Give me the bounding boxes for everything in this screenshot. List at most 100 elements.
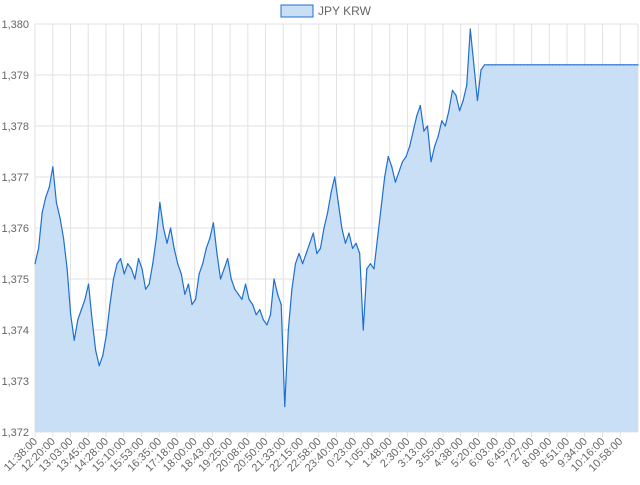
data-point[interactable] [594,64,596,66]
data-point[interactable] [55,201,58,204]
data-point[interactable] [476,99,479,102]
data-point[interactable] [237,293,239,295]
data-point[interactable] [405,156,407,158]
data-point[interactable] [419,105,421,107]
data-point[interactable] [109,303,111,306]
data-point[interactable] [608,64,611,66]
data-point[interactable] [130,268,132,270]
data-point[interactable] [541,64,543,66]
data-point[interactable] [230,278,232,280]
data-point[interactable] [273,278,275,280]
data-point[interactable] [66,268,68,270]
data-point[interactable] [280,303,282,306]
data-point[interactable] [505,64,507,66]
data-point[interactable] [298,252,300,255]
data-point[interactable] [619,64,621,66]
data-point[interactable] [566,64,568,66]
legend-swatch[interactable] [280,4,314,18]
data-point[interactable] [87,283,90,285]
data-point[interactable] [284,405,286,408]
data-point[interactable] [123,273,125,275]
data-point[interactable] [633,64,636,66]
data-point[interactable] [416,115,418,117]
data-point[interactable] [623,64,625,66]
data-point[interactable] [162,227,165,229]
data-point[interactable] [234,288,236,290]
data-point[interactable] [334,176,336,178]
data-point[interactable] [205,247,207,249]
data-point[interactable] [184,293,186,295]
data-point[interactable] [551,64,553,66]
data-point[interactable] [451,89,454,91]
data-point[interactable] [166,242,168,244]
data-point[interactable] [202,263,204,265]
data-point[interactable] [41,212,43,214]
data-point[interactable] [180,273,182,275]
data-point[interactable] [369,263,371,265]
data-point[interactable] [330,191,332,193]
data-point[interactable] [548,64,550,66]
data-point[interactable] [466,84,468,86]
data-point[interactable] [462,99,464,102]
data-point[interactable] [501,64,504,66]
data-point[interactable] [366,268,368,270]
data-point[interactable] [380,207,382,209]
data-point[interactable] [555,64,557,66]
data-point[interactable] [120,258,122,260]
data-point[interactable] [373,268,375,270]
data-point[interactable] [598,64,600,66]
data-point[interactable] [323,227,325,229]
data-point[interactable] [587,64,589,66]
data-point[interactable] [105,334,107,336]
data-point[interactable] [384,176,386,178]
data-point[interactable] [591,64,593,66]
data-point[interactable] [480,69,482,71]
data-point[interactable] [302,263,304,265]
data-point[interactable] [216,252,218,255]
data-point[interactable] [145,288,147,290]
data-point[interactable] [152,263,154,265]
data-point[interactable] [409,145,411,147]
data-point[interactable] [498,64,500,66]
data-point[interactable] [544,64,546,66]
data-point[interactable] [277,293,279,295]
data-point[interactable] [98,365,100,367]
data-point[interactable] [537,64,539,66]
data-point[interactable] [291,288,293,290]
data-point[interactable] [530,64,532,66]
data-point[interactable] [269,314,272,316]
data-point[interactable] [576,64,578,66]
data-point[interactable] [116,263,118,265]
data-point[interactable] [316,252,318,255]
data-point[interactable] [262,319,264,321]
data-point[interactable] [516,64,518,66]
data-point[interactable] [209,237,211,239]
data-point[interactable] [219,278,222,280]
data-point[interactable] [448,110,450,112]
data-point[interactable] [630,64,632,66]
data-point[interactable] [45,196,47,198]
data-point[interactable] [227,258,229,260]
data-point[interactable] [59,217,61,219]
data-point[interactable] [637,64,639,66]
data-point[interactable] [605,64,607,66]
data-point[interactable] [562,64,564,66]
data-point[interactable] [487,64,489,66]
data-point[interactable] [355,242,357,244]
data-point[interactable] [348,232,350,234]
data-point[interactable] [426,125,429,127]
data-point[interactable] [491,64,493,66]
data-point[interactable] [155,237,157,239]
data-point[interactable] [287,329,289,331]
data-point[interactable] [359,252,361,255]
data-point[interactable] [127,263,129,265]
data-point[interactable] [194,298,197,300]
data-point[interactable] [601,64,603,66]
data-point[interactable] [341,227,343,229]
data-point[interactable] [430,161,432,163]
data-point[interactable] [95,349,97,351]
data-point[interactable] [244,283,247,285]
data-point[interactable] [73,339,75,341]
data-point[interactable] [473,64,475,66]
data-point[interactable] [80,309,82,311]
